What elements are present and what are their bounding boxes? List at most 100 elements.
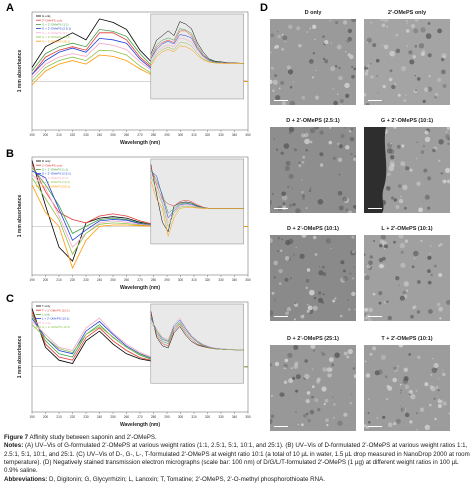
legend-entry: G + 2'-OMePS (25:1) <box>42 39 70 43</box>
tem-micrograph <box>364 19 450 105</box>
legend-entry: D + 2'-OMePS (5:1) <box>42 176 68 180</box>
legend-entry: D + 2'-OMePS (1:1) <box>42 168 68 172</box>
tem-title: 2'-OMePS only <box>387 10 427 16</box>
x-tick-label: 320 <box>205 133 211 137</box>
tem-micrograph <box>270 345 356 431</box>
panel-label-d: D <box>260 2 268 14</box>
x-axis-label: Wavelength (nm) <box>120 422 160 428</box>
legend-entry: T + 2'-OMePS (10:1) <box>42 308 70 312</box>
x-tick-label: 220 <box>70 278 76 282</box>
panel-label-b: B <box>6 148 14 160</box>
uv-vis-chart-a: 190 200 210 220 230 240 250 260 270 280 290 300 310 3… <box>17 11 251 146</box>
inset-frame <box>150 158 244 245</box>
panel-label-c: C <box>6 293 14 305</box>
x-tick-label: 330 <box>218 278 224 282</box>
scale-bar <box>368 207 382 209</box>
inset-plot <box>150 13 244 100</box>
micrograph-texture <box>364 127 450 213</box>
x-tick-label: 340 <box>232 415 238 419</box>
x-tick-label: 290 <box>164 415 170 419</box>
x-tick-label: 230 <box>83 415 89 419</box>
x-tick-label: 300 <box>178 278 184 282</box>
caption-title-label: Figure 7 <box>4 434 29 441</box>
x-tick-label: 320 <box>205 278 211 282</box>
inset-series-4 <box>150 317 244 351</box>
x-tick-label: 280 <box>151 415 157 419</box>
tem-title: G + 2'-OMePS (10:1) <box>380 118 434 124</box>
x-tick-label: 270 <box>137 133 143 137</box>
y-axis-label: 1 mm absorbance <box>17 336 23 379</box>
legend-entry: G + 2'-OMePS (5:1) <box>42 31 69 35</box>
figure: A B C D 190 200 210 220 230 240 250 260 270 280 29… <box>6 2 450 431</box>
tem-title: D + 2'-OMePS (25:1) <box>287 336 339 342</box>
caption-abbr-label: Abbreviations: <box>4 475 48 483</box>
inset-series-7 <box>150 180 244 238</box>
x-tick-label: 210 <box>56 278 62 282</box>
inset-frame <box>150 13 244 100</box>
tem-micrograph <box>364 127 450 213</box>
legend-entry: G + 2'-OMePS (10:1) <box>42 35 70 39</box>
micrograph-texture <box>270 235 356 321</box>
x-tick-label: 310 <box>191 133 197 137</box>
x-tick-label: 350 <box>245 278 251 282</box>
legend-entry: L + 2'-OMePS (10:1) <box>42 317 69 321</box>
inset-series-1 <box>150 21 244 64</box>
scale-bar <box>368 99 382 101</box>
x-tick-label: 200 <box>43 415 49 419</box>
tem-title: D + 2'-OMePS (2.5:1) <box>286 118 340 124</box>
x-tick-label: 320 <box>205 415 211 419</box>
x-tick-label: 230 <box>83 278 89 282</box>
x-tick-label: 260 <box>124 133 130 137</box>
caption-title: Affinity study between saponin and 2'-OM… <box>28 434 157 441</box>
x-tick-label: 340 <box>232 133 238 137</box>
caption-notes-label: Notes: <box>4 442 24 450</box>
x-tick-label: 330 <box>218 133 224 137</box>
micrograph-texture <box>270 345 356 427</box>
legend-entry: T only <box>42 304 51 308</box>
x-tick-label: 250 <box>110 415 116 419</box>
legend-entry: G + 2'-OMePS (1:1) <box>42 23 69 27</box>
legend-entry: D + 2'-OMePS (2.5:1) <box>42 172 71 176</box>
caption-notes: (A) UV–Vis of G-formulated 2'-OMePS at v… <box>4 442 470 475</box>
micrograph-texture <box>270 127 356 213</box>
scale-bar <box>274 99 288 101</box>
inset-series-5 <box>150 317 244 351</box>
x-tick-label: 260 <box>124 278 130 282</box>
x-tick-label: 250 <box>110 278 116 282</box>
micrograph-texture <box>364 19 447 105</box>
x-tick-label: 310 <box>191 415 197 419</box>
tem-title: D + 2'-OMePS (10:1) <box>287 226 339 232</box>
inset-series-6 <box>150 42 244 64</box>
x-tick-label: 260 <box>124 415 130 419</box>
micrograph-texture <box>364 235 450 321</box>
x-tick-label: 210 <box>56 415 62 419</box>
inset-series-7 <box>150 45 244 66</box>
x-tick-label: 200 <box>43 278 49 282</box>
x-tick-label: 280 <box>151 278 157 282</box>
micrograph-texture <box>364 345 450 431</box>
legend-entry: L only <box>42 313 50 317</box>
inset-frame <box>150 303 244 384</box>
legend-entry: G only <box>42 14 51 18</box>
scale-bar <box>368 315 382 317</box>
micrograph-texture <box>270 19 356 105</box>
inset-plot <box>150 158 244 245</box>
x-axis-label: Wavelength (nm) <box>120 285 160 291</box>
tem-title: D only <box>304 10 322 16</box>
x-tick-label: 220 <box>70 415 76 419</box>
y-axis-label: 1 mm absorbance <box>17 195 23 238</box>
x-tick-label: 230 <box>83 133 89 137</box>
x-tick-label: 330 <box>218 415 224 419</box>
x-tick-label: 200 <box>43 133 49 137</box>
scale-bar <box>274 207 288 209</box>
x-tick-label: 270 <box>137 415 143 419</box>
x-tick-label: 220 <box>70 133 76 137</box>
x-tick-label: 290 <box>164 278 170 282</box>
x-tick-label: 240 <box>97 133 103 137</box>
x-tick-label: 300 <box>178 415 184 419</box>
x-tick-label: 310 <box>191 278 197 282</box>
tem-title: T + 2'-OMePS (10:1) <box>381 336 433 342</box>
